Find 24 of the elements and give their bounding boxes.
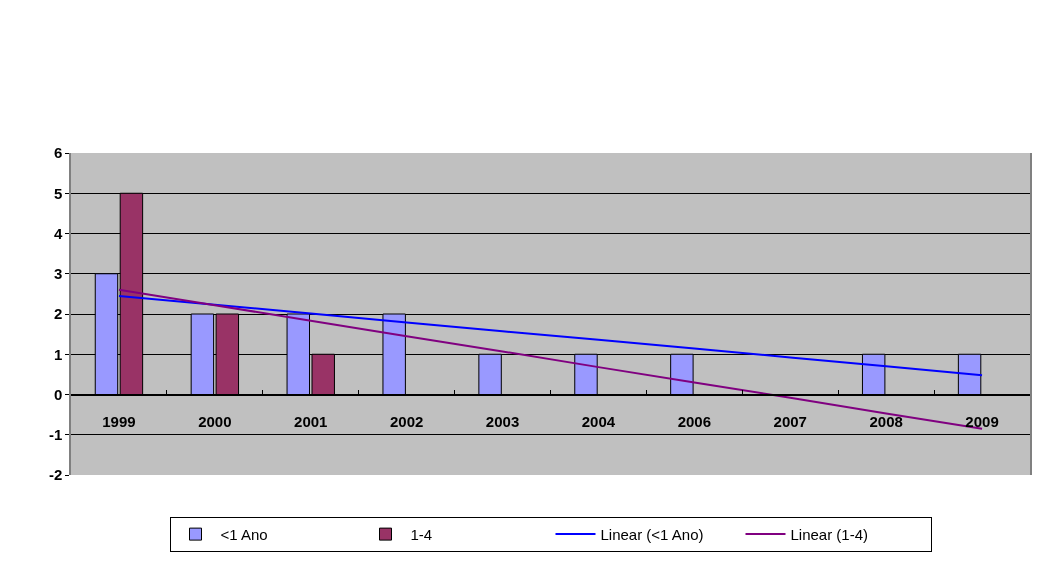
y-tick-label: 0 [53, 385, 63, 403]
y-tick-label: 3 [53, 265, 63, 282]
x-tick-label: 2002 [389, 413, 424, 431]
x-tick-label: 2004 [581, 413, 616, 431]
x-tick-label: 2007 [773, 413, 807, 431]
y-tick-label: 4 [53, 224, 63, 242]
legend-label: 1-4 [410, 525, 433, 543]
y-tick-label: 2 [53, 305, 63, 323]
y-tick-label: -1 [48, 426, 63, 443]
y-tick-label: -2 [48, 466, 63, 484]
y-tick-label: 6 [53, 144, 63, 162]
x-tick-label: 2001 [294, 413, 328, 431]
x-tick-label: 2009 [965, 413, 999, 431]
x-tick-label: 1999 [102, 413, 136, 431]
legend-label: Linear (1-4) [790, 525, 869, 543]
y-tick-label: 5 [53, 184, 63, 202]
x-tick-label: 2006 [677, 413, 712, 431]
line-series [117, 294, 984, 377]
y-tick-label: 1 [53, 345, 63, 363]
legend-label: <1 Ano [220, 525, 268, 543]
legend-label: Linear (<1 Ano) [600, 525, 704, 543]
x-tick-label: 2003 [485, 413, 520, 431]
x-tick-label: 2000 [198, 413, 232, 431]
x-tick-label: 2008 [869, 413, 903, 431]
